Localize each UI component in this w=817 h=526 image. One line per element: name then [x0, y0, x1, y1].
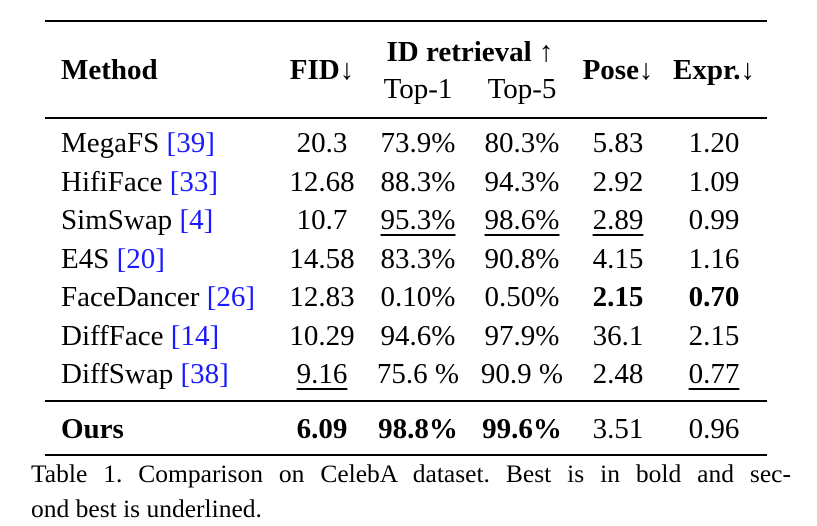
table-cell-top5: 90.9 % — [480, 358, 564, 390]
header-rule — [45, 117, 767, 119]
citation-link[interactable]: [39] — [166, 127, 215, 159]
table-cell-expr: 0.99 — [688, 204, 740, 236]
table-cell-pose: 4.15 — [592, 243, 644, 275]
table-cell-top5: 90.8% — [484, 243, 560, 275]
table-cell-top5: 97.9% — [484, 320, 560, 352]
table-row-method: SimSwap [4] — [61, 204, 214, 236]
caption-line-2: ond best is underlined. — [31, 494, 262, 523]
table-cell-pose: 2.15 — [592, 281, 644, 313]
ours-cell-expr: 0.96 — [688, 413, 740, 445]
table-cell-fid: 10.29 — [289, 320, 355, 352]
table-cell-expr: 1.09 — [688, 166, 740, 198]
table-cell-expr: 0.77 — [688, 358, 740, 390]
table-cell-top1: 83.3% — [380, 243, 456, 275]
ours-cell-pose: 3.51 — [592, 413, 644, 445]
table-cell-pose: 36.1 — [592, 320, 644, 352]
table-cell-top1: 94.6% — [380, 320, 456, 352]
table-cell-expr: 1.20 — [688, 127, 740, 159]
header-id-retrieval: ID retrieval ↑ — [386, 36, 554, 68]
ours-rule — [45, 400, 767, 402]
ours-cell-top5: 99.6% — [482, 413, 562, 445]
table-cell-top1: 0.10% — [380, 281, 456, 313]
citation-link[interactable]: [26] — [206, 281, 256, 313]
table-cell-expr: 2.15 — [688, 320, 740, 352]
table-cell-top1: 73.9% — [380, 127, 456, 159]
table-cell-fid: 9.16 — [296, 358, 348, 390]
table-cell-top5: 98.6% — [484, 204, 560, 236]
table-cell-expr: 0.70 — [688, 281, 740, 313]
ours-cell-top1: 98.8% — [378, 413, 458, 445]
table-cell-fid: 12.68 — [289, 166, 355, 198]
table-row-method: DiffFace [14] — [61, 320, 220, 352]
citation-link[interactable]: [33] — [169, 166, 219, 198]
table-cell-top5: 94.3% — [484, 166, 560, 198]
ours-cell-fid: 6.09 — [296, 413, 348, 445]
table-row-method: FaceDancer [26] — [61, 281, 256, 313]
table-row-method: HifiFace [33] — [61, 166, 219, 198]
table-cell-fid: 10.7 — [296, 204, 348, 236]
header-top5: Top-5 — [487, 73, 557, 105]
table-cell-fid: 14.58 — [289, 243, 355, 275]
table-cell-pose: 2.89 — [592, 204, 644, 236]
citation-link[interactable]: [14] — [170, 320, 220, 352]
header-method: Method — [61, 54, 158, 86]
caption-line-1: Table 1. Comparison on CelebA dataset. B… — [31, 459, 791, 488]
table-cell-pose: 2.92 — [592, 166, 644, 198]
table-cell-top5: 80.3% — [484, 127, 560, 159]
table-cell-top1: 75.6 % — [376, 358, 460, 390]
table-cell-pose: 2.48 — [592, 358, 644, 390]
bottom-rule — [45, 454, 767, 456]
citation-link[interactable]: [4] — [179, 204, 214, 236]
ours-row-method: Ours — [61, 413, 124, 445]
table-caption: Table 1. Comparison on CelebA dataset. B… — [31, 456, 791, 526]
header-expr: Expr.↓ — [673, 54, 755, 86]
header-pose: Pose↓ — [582, 54, 654, 86]
table-cell-fid: 12.83 — [289, 281, 355, 313]
citation-link[interactable]: [38] — [180, 358, 229, 390]
table-row-method: MegaFS [39] — [61, 127, 215, 159]
table-cell-top5: 0.50% — [484, 281, 560, 313]
table-row-method: E4S [20] — [61, 243, 165, 275]
table-cell-top1: 88.3% — [380, 166, 456, 198]
header-top1: Top-1 — [383, 73, 453, 105]
table-cell-expr: 1.16 — [688, 243, 740, 275]
header-fid: FID↓ — [289, 54, 355, 86]
table-cell-top1: 95.3% — [380, 204, 456, 236]
table-cell-pose: 5.83 — [592, 127, 644, 159]
citation-link[interactable]: [20] — [116, 243, 165, 275]
table-row-method: DiffSwap [38] — [61, 358, 229, 390]
table-cell-fid: 20.3 — [296, 127, 348, 159]
top-rule — [45, 20, 767, 22]
